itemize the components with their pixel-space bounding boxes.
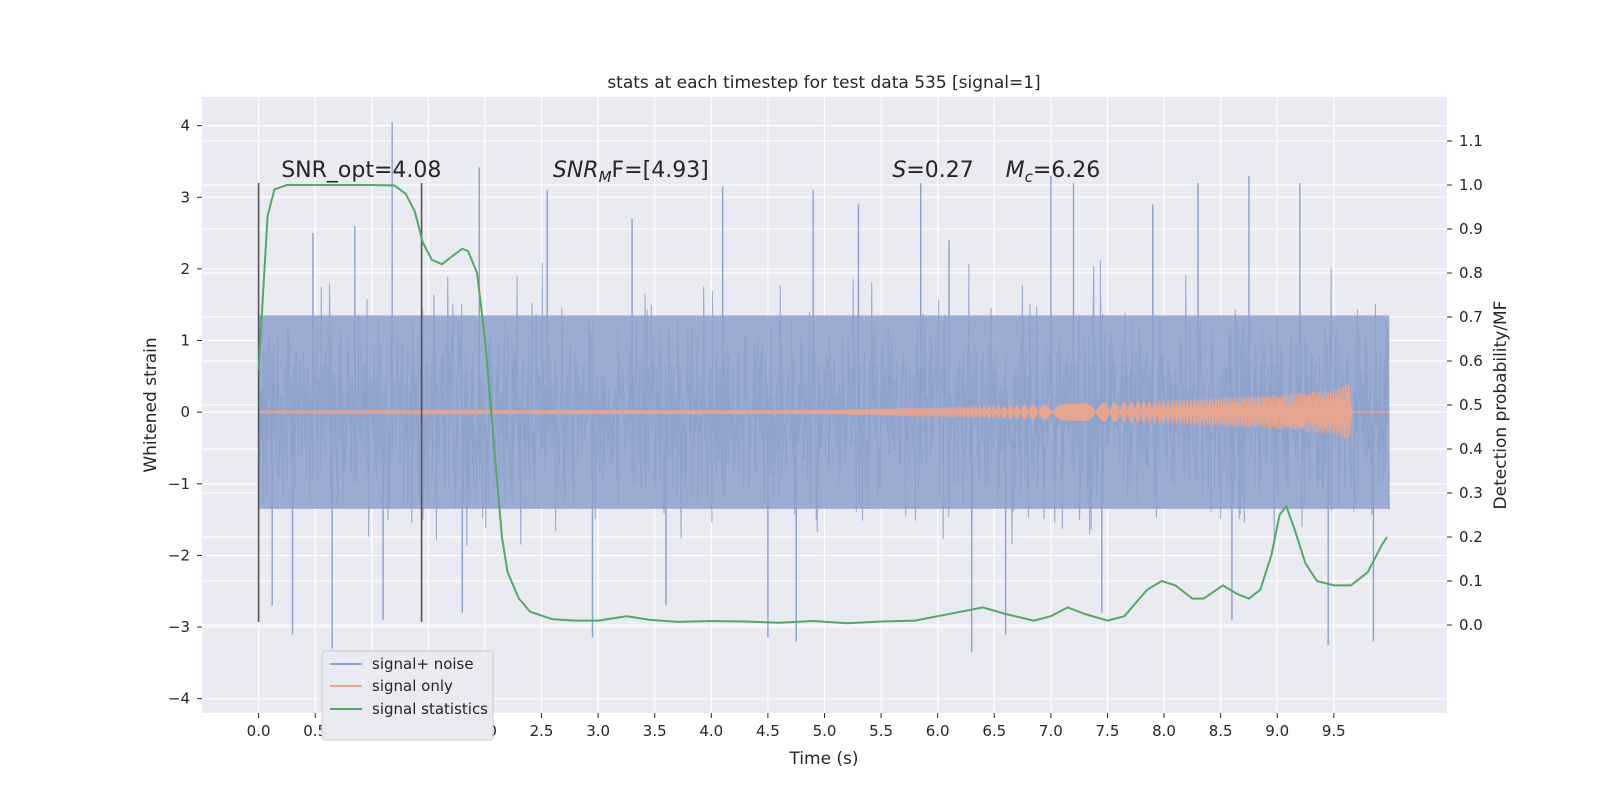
y-tick-label: 2: [180, 260, 190, 278]
x-tick-label: 6.5: [982, 722, 1006, 740]
y-tick-label: −3: [168, 618, 190, 636]
y-tick-label: 3: [180, 188, 190, 206]
legend-label-signal-noise: signal+ noise: [372, 655, 474, 673]
y-axis-label: Whitened strain: [141, 337, 161, 472]
annotation-1: SNRMF=[4.93]: [553, 158, 709, 186]
y-right-tick-label: 0.4: [1459, 440, 1483, 458]
x-tick-label: 3.5: [643, 722, 667, 740]
chart-title: stats at each timestep for test data 535…: [607, 73, 1040, 93]
y-tick-label: 4: [180, 117, 190, 135]
y-tick-label: −1: [168, 475, 190, 493]
y-axis-right-label: Detection probability/MF: [1491, 301, 1511, 510]
annotation-0: SNR_opt=4.08: [281, 158, 441, 183]
y-right-tick-label: 0.3: [1459, 484, 1483, 502]
x-tick-label: 8.0: [1152, 722, 1176, 740]
legend: signal+ noise signal only signal statist…: [321, 650, 494, 741]
x-tick-label: 9.5: [1322, 722, 1346, 740]
window-markers: [257, 182, 423, 623]
y-right-tick-label: 0.7: [1459, 308, 1483, 326]
y-right-tick-label: 1.1: [1459, 132, 1483, 150]
annotation-2: S=0.27: [892, 158, 973, 183]
legend-label-signal-statistics: signal statistics: [372, 700, 488, 718]
x-axis-label: Time (s): [788, 749, 858, 769]
x-tick-label: 7.5: [1096, 722, 1120, 740]
x-tick-label: 4.0: [699, 722, 723, 740]
y-right-tick-label: 0.8: [1459, 264, 1483, 282]
signal-statistics-series: [257, 184, 1388, 625]
x-tick-label: 8.5: [1209, 722, 1233, 740]
x-tick-label: 7.0: [1039, 722, 1063, 740]
y-tick-label: 1: [180, 332, 190, 350]
x-tick-label: 9.0: [1265, 722, 1289, 740]
legend-box: [321, 650, 494, 741]
signal-only-line: [258, 383, 1353, 441]
y-tick-label: 0: [180, 403, 190, 421]
y-right-tick-label: 0.2: [1459, 528, 1483, 546]
annotations: SNR_opt=4.08 SNRMF=[4.93] S=0.27 Mc=6.26: [281, 158, 1100, 186]
x-tick-label: 6.0: [926, 722, 950, 740]
signal-only-series: [258, 383, 1390, 441]
x-tick-label: 2.5: [530, 722, 554, 740]
annotation-3: Mc=6.26: [1006, 158, 1101, 186]
y-right-tick-label: 0.5: [1459, 396, 1483, 414]
y-tick-label: −4: [168, 690, 190, 708]
x-tick-label: 3.0: [586, 722, 610, 740]
y-right-tick-label: 0.6: [1459, 352, 1483, 370]
signal-statistics-line: [257, 184, 1388, 625]
y-right-tick-label: 0.1: [1459, 572, 1483, 590]
x-tick-label: 0.5: [303, 722, 327, 740]
x-tick-label: 5.5: [869, 722, 893, 740]
y-right-tick-label: 0.9: [1459, 220, 1483, 238]
legend-label-signal-only: signal only: [372, 677, 453, 695]
x-tick-label: 0.0: [247, 722, 271, 740]
y-right-tick-label: 0.0: [1459, 616, 1483, 634]
x-tick-label: 4.5: [756, 722, 780, 740]
x-tick-label: 5.0: [813, 722, 837, 740]
y-tick-label: −2: [168, 546, 190, 564]
y-right-tick-label: 1.0: [1459, 176, 1483, 194]
